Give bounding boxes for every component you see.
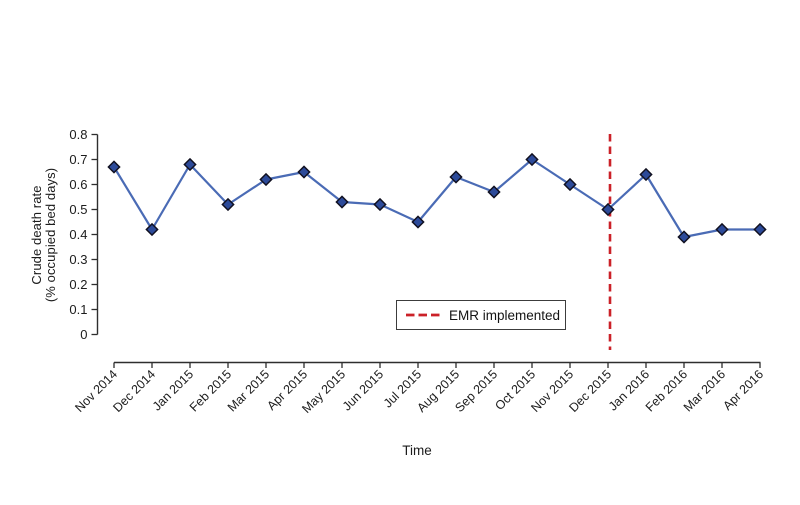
data-point-marker — [449, 170, 463, 184]
y-tick-label: 0.3 — [69, 252, 87, 267]
data-point-marker — [145, 222, 159, 237]
x-tick-label: Apr 2016 — [720, 367, 766, 413]
data-point-marker — [373, 197, 387, 212]
y-axis-title: Crude death rate (% occupied bed days) — [29, 95, 58, 375]
x-tick-label: Dec 2014 — [110, 367, 158, 415]
y-axis-title-line1: Crude death rate — [29, 185, 44, 285]
y-tick-label: 0.2 — [69, 277, 87, 292]
data-point-marker — [297, 165, 311, 179]
data-point-marker — [715, 222, 729, 237]
y-tick-label: 0.4 — [69, 227, 87, 242]
data-point-marker — [601, 202, 615, 217]
data-point-marker — [411, 215, 425, 229]
x-tick-label: Mar 2015 — [225, 367, 272, 414]
y-tick-label: 0.1 — [69, 302, 87, 317]
y-tick-label: 0.6 — [69, 177, 87, 192]
data-point-marker — [335, 195, 349, 209]
y-axis-title-line2: (% occupied bed days) — [43, 167, 58, 303]
dashed-line-sample — [406, 313, 440, 317]
data-point-marker — [639, 167, 653, 182]
data-point-marker — [183, 157, 197, 172]
x-tick-label: Mar 2016 — [681, 367, 728, 414]
x-tick-label: Jun 2015 — [340, 367, 386, 413]
x-tick-label: Dec 2015 — [566, 367, 614, 415]
data-point-marker — [221, 197, 235, 212]
data-point-marker — [677, 230, 691, 244]
y-tick-label: 0 — [80, 327, 87, 342]
data-point-marker — [259, 172, 273, 187]
y-tick-label: 0.7 — [69, 152, 87, 167]
legend-box: EMR implemented — [396, 300, 566, 330]
data-point-marker — [753, 222, 767, 237]
data-point-marker — [487, 185, 501, 199]
y-tick-label: 0.5 — [69, 202, 87, 217]
x-tick-label: Sep 2015 — [452, 367, 500, 415]
data-line — [113, 158, 760, 239]
data-point-marker — [525, 152, 539, 167]
x-axis-title: Time — [402, 443, 432, 458]
data-point-marker — [107, 160, 121, 174]
data-point-marker — [563, 177, 577, 192]
y-tick-label: 0.8 — [69, 127, 87, 142]
legend-label: EMR implemented — [449, 307, 561, 323]
